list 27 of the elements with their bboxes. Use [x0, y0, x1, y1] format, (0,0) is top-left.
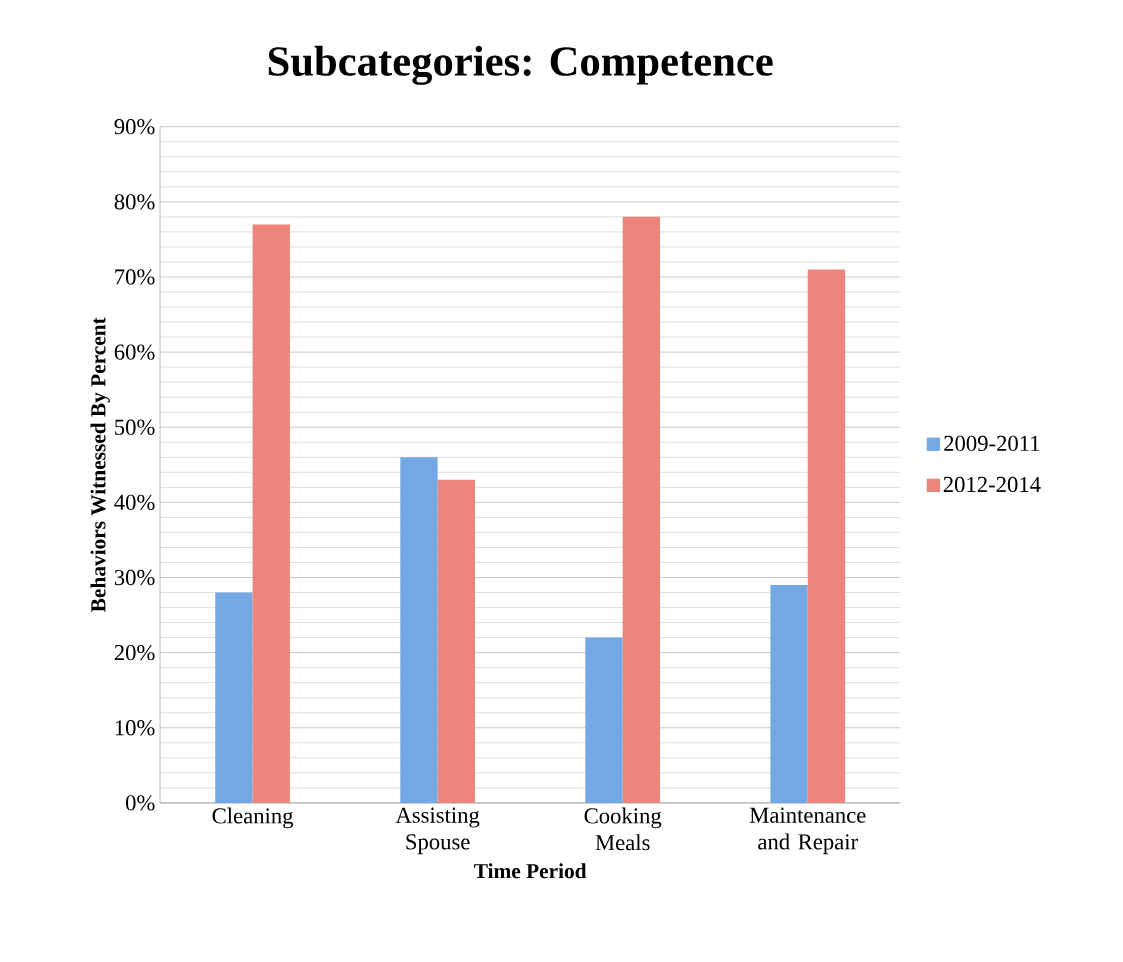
chart-title: Subcategories: Competence: [268, 46, 773, 86]
y-tick-label: 20%: [114, 645, 155, 661]
x-tick-label: Cooking Meals: [584, 807, 662, 851]
legend-label: 2012-2014: [943, 477, 1041, 493]
bar: [770, 585, 808, 804]
legend-label: 2009-2011: [944, 435, 1040, 452]
y-tick-label: 80%: [114, 194, 155, 210]
y-tick-label: 90%: [114, 119, 155, 135]
y-tick-label: 0%: [125, 795, 155, 811]
y-tick-label: 50%: [115, 419, 155, 436]
bar: [400, 457, 438, 804]
y-axis-title: Behaviors Witnessed By Percent: [90, 317, 110, 613]
y-tick-label: 10%: [115, 720, 155, 736]
x-tick-label: Cleaning: [212, 807, 294, 829]
x-tick-label: Maintenance and Repair: [749, 807, 866, 855]
bar: [622, 217, 661, 804]
bar: [215, 592, 253, 804]
y-tick-label: 70%: [115, 269, 155, 285]
x-axis-title: Time Period: [474, 863, 587, 879]
y-tick-label: 30%: [114, 570, 155, 586]
bar: [437, 480, 475, 804]
bar: [585, 637, 623, 804]
bar: [807, 269, 846, 804]
y-tick-label: 60%: [114, 344, 155, 360]
x-tick-label: Assisting Spouse: [395, 807, 480, 855]
y-tick-label: 40%: [114, 494, 155, 511]
bar: [252, 224, 290, 804]
